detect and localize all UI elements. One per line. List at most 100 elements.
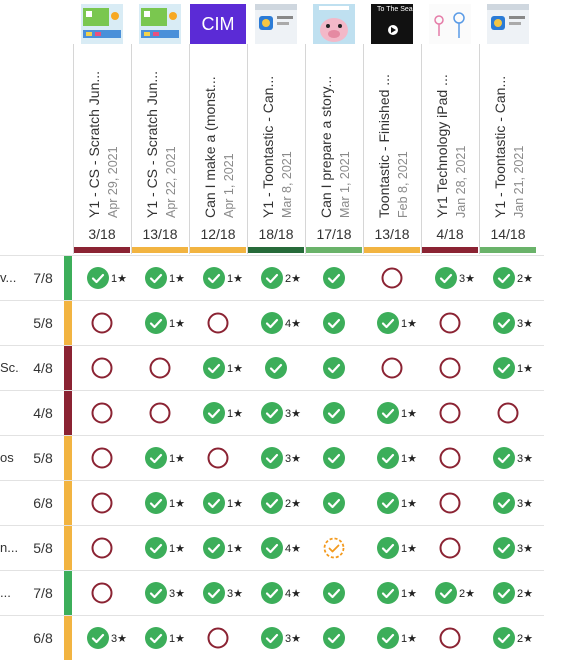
- grade-cell[interactable]: [91, 571, 113, 615]
- column-header[interactable]: Yr1 Technology iPad ... Jan 28, 2021: [422, 50, 478, 218]
- student-name[interactable]: v...: [0, 270, 17, 285]
- column-header[interactable]: Can I prepare a story... Mar 1, 2021: [306, 50, 362, 218]
- grade-cell[interactable]: [323, 616, 345, 660]
- student-name[interactable]: n...: [0, 540, 19, 555]
- grade-cell[interactable]: 3★: [493, 481, 533, 525]
- grade-cell[interactable]: [381, 256, 403, 300]
- app-thumb[interactable]: [487, 4, 529, 44]
- grade-cell[interactable]: 2★: [261, 481, 301, 525]
- grade-cell[interactable]: 2★: [493, 256, 533, 300]
- grade-cell[interactable]: [439, 391, 461, 435]
- pig-thumb[interactable]: [313, 4, 355, 44]
- grade-cell[interactable]: 3★: [261, 616, 301, 660]
- grade-cell[interactable]: [207, 301, 229, 345]
- grade-cell[interactable]: 3★: [261, 436, 301, 480]
- scratch-thumb[interactable]: [81, 4, 123, 44]
- column-header[interactable]: Y1 - Toontastic - Can... Jan 21, 2021: [480, 50, 536, 218]
- column-title[interactable]: Can I make a (monst...: [202, 76, 218, 218]
- grade-cell[interactable]: 1★: [203, 256, 243, 300]
- column-title[interactable]: Y1 - Toontastic - Can...: [260, 75, 276, 218]
- grade-cell[interactable]: 2★: [493, 571, 533, 615]
- grade-cell[interactable]: 2★: [435, 571, 475, 615]
- grade-cell[interactable]: 1★: [377, 571, 417, 615]
- grade-cell[interactable]: 3★: [203, 571, 243, 615]
- grade-cell[interactable]: 1★: [145, 256, 185, 300]
- grade-cell[interactable]: [323, 481, 345, 525]
- grade-cell[interactable]: 1★: [203, 481, 243, 525]
- grade-cell[interactable]: [91, 526, 113, 570]
- grade-cell[interactable]: 1★: [145, 301, 185, 345]
- column-header[interactable]: Can I make a (monst... Apr 1, 2021: [190, 50, 246, 218]
- grade-cell[interactable]: [381, 346, 403, 390]
- grade-cell[interactable]: [207, 436, 229, 480]
- grade-cell[interactable]: [439, 436, 461, 480]
- student-name[interactable]: os: [0, 450, 14, 465]
- grade-cell[interactable]: [323, 526, 345, 570]
- grade-cell[interactable]: [439, 616, 461, 660]
- grade-cell[interactable]: 1★: [203, 346, 243, 390]
- student-name[interactable]: Sc...: [0, 360, 20, 375]
- grade-cell[interactable]: [91, 346, 113, 390]
- grade-cell[interactable]: 1★: [203, 391, 243, 435]
- grade-cell[interactable]: 3★: [261, 391, 301, 435]
- grade-cell[interactable]: 1★: [377, 526, 417, 570]
- grade-cell[interactable]: 1★: [203, 526, 243, 570]
- grade-cell[interactable]: 3★: [493, 526, 533, 570]
- grade-cell[interactable]: 2★: [261, 256, 301, 300]
- grade-cell[interactable]: 1★: [377, 301, 417, 345]
- grade-cell[interactable]: 3★: [145, 571, 185, 615]
- grade-cell[interactable]: 1★: [145, 436, 185, 480]
- grade-cell[interactable]: [91, 481, 113, 525]
- grade-cell[interactable]: 3★: [435, 256, 475, 300]
- column-title[interactable]: Y1 - Toontastic - Can...: [492, 75, 508, 218]
- student-name[interactable]: ...: [0, 585, 11, 600]
- app-thumb[interactable]: [255, 4, 297, 44]
- grade-cell[interactable]: 3★: [493, 301, 533, 345]
- column-header[interactable]: Y1 - Toontastic - Can... Mar 8, 2021: [248, 50, 304, 218]
- grade-cell[interactable]: [323, 256, 345, 300]
- grade-cell[interactable]: [149, 346, 171, 390]
- column-title[interactable]: Can I prepare a story...: [318, 75, 334, 218]
- grade-cell[interactable]: 1★: [145, 481, 185, 525]
- video-thumb[interactable]: To The Sea: [371, 4, 413, 44]
- grade-cell[interactable]: [323, 391, 345, 435]
- grade-cell[interactable]: 2★: [493, 616, 533, 660]
- grade-cell[interactable]: 3★: [493, 436, 533, 480]
- grade-cell[interactable]: [265, 346, 287, 390]
- column-header[interactable]: Y1 - CS - Scratch Jun... Apr 29, 2021: [74, 50, 130, 218]
- grade-cell[interactable]: 4★: [261, 526, 301, 570]
- grade-cell[interactable]: [91, 391, 113, 435]
- column-title[interactable]: Y1 - CS - Scratch Jun...: [144, 70, 160, 218]
- grade-cell[interactable]: [91, 436, 113, 480]
- column-title[interactable]: Y1 - CS - Scratch Jun...: [86, 70, 102, 218]
- grade-cell[interactable]: [439, 301, 461, 345]
- grade-cell[interactable]: [323, 346, 345, 390]
- grade-cell[interactable]: [323, 571, 345, 615]
- grade-cell[interactable]: [91, 301, 113, 345]
- grade-cell[interactable]: [497, 391, 519, 435]
- grade-cell[interactable]: 1★: [377, 436, 417, 480]
- grade-cell[interactable]: [149, 391, 171, 435]
- grade-cell[interactable]: [323, 436, 345, 480]
- grade-cell[interactable]: [323, 301, 345, 345]
- grade-cell[interactable]: [439, 481, 461, 525]
- grade-cell[interactable]: [439, 346, 461, 390]
- grade-cell[interactable]: 1★: [377, 616, 417, 660]
- drawing-thumb[interactable]: [429, 4, 471, 44]
- column-header[interactable]: Toontastic - Finished ... Feb 8, 2021: [364, 50, 420, 218]
- grade-cell[interactable]: 3★: [87, 616, 127, 660]
- grade-cell[interactable]: 4★: [261, 571, 301, 615]
- grade-cell[interactable]: 1★: [145, 526, 185, 570]
- grade-cell[interactable]: 1★: [145, 616, 185, 660]
- grade-cell[interactable]: [207, 616, 229, 660]
- cim-thumb[interactable]: CIM: [190, 4, 246, 44]
- column-title[interactable]: Toontastic - Finished ...: [376, 74, 392, 218]
- grade-cell[interactable]: [439, 526, 461, 570]
- grade-cell[interactable]: 4★: [261, 301, 301, 345]
- column-header[interactable]: Y1 - CS - Scratch Jun... Apr 22, 2021: [132, 50, 188, 218]
- column-title[interactable]: Yr1 Technology iPad ...: [434, 74, 450, 218]
- grade-cell[interactable]: 1★: [493, 346, 533, 390]
- grade-cell[interactable]: 1★: [377, 391, 417, 435]
- grade-cell[interactable]: 1★: [377, 481, 417, 525]
- grade-cell[interactable]: 1★: [87, 256, 127, 300]
